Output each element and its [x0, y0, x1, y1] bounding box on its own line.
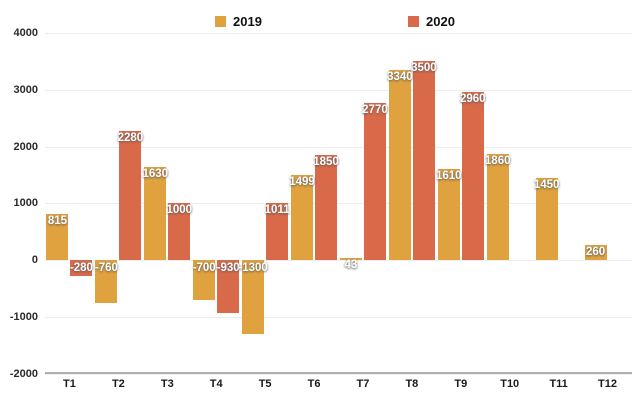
x-axis-label-T5: T5 [258, 378, 272, 390]
value-label-2019-T11: 1450 [533, 178, 560, 191]
bar-2020-T9 [461, 92, 484, 260]
legend-swatch-2020-icon [408, 16, 419, 27]
x-axis-label-T3: T3 [160, 378, 174, 390]
value-label-2019-T3: 1630 [142, 168, 169, 181]
y-tick-label: -1000 [9, 310, 38, 323]
x-axis-label-T7: T7 [356, 378, 370, 390]
bar-2020-T5 [266, 202, 289, 260]
value-label-2020-T4: -930 [216, 262, 240, 274]
gridline [45, 316, 632, 318]
x-axis-label-T2: T2 [111, 378, 125, 390]
value-label-2020-T5: 1011 [264, 203, 290, 216]
bar-2019-T7 [339, 257, 362, 260]
legend-swatch-2019-icon [215, 16, 226, 27]
value-label-2020-T3: 1000 [166, 204, 193, 217]
bar-2020-T8 [412, 61, 435, 260]
bar-2020-T2 [119, 130, 142, 260]
y-tick-label: 0 [31, 254, 38, 266]
bar-2019-T2 [95, 260, 118, 304]
y-tick-label: 1000 [13, 197, 38, 210]
bar-2019-T3 [144, 167, 167, 260]
value-label-2020-T6: 1850 [313, 156, 339, 168]
bar-2020-T1 [70, 260, 93, 276]
bar-2019-T9 [437, 168, 460, 260]
x-axis-label-T4: T4 [209, 378, 223, 390]
value-label-2019-T6: 1499 [289, 175, 315, 188]
gridline [45, 146, 632, 148]
y-tick-label: 4000 [13, 27, 38, 39]
value-label-2019-T4: -700 [192, 262, 216, 274]
value-label-2019-T12: 260 [585, 246, 606, 259]
x-axis-label-T1: T1 [63, 378, 76, 390]
value-label-2019-T9: 1610 [435, 169, 462, 182]
legend-label-2019: 2019 [233, 14, 262, 29]
value-label-2019-T7: 43 [344, 258, 358, 271]
value-label-2019-T2: -760 [94, 262, 118, 274]
bar-2019-T1 [46, 213, 69, 260]
legend-label-2020: 2020 [426, 14, 455, 29]
x-axis-label-T11: T11 [549, 378, 568, 390]
bar-2020-T3 [168, 203, 191, 260]
bar-2019-T5 [242, 260, 265, 334]
x-axis-label-T10: T10 [500, 378, 520, 390]
gridline [45, 260, 632, 261]
x-axis-label-T8: T8 [405, 378, 419, 390]
x-axis-label-T6: T6 [307, 378, 321, 390]
legend-item-2020: 2020 [408, 14, 455, 29]
gridline [45, 33, 632, 34]
bar-2019-T11 [535, 177, 558, 260]
y-tick-label: 3000 [13, 83, 38, 96]
bar-2020-T4 [217, 260, 240, 313]
x-axis-label-T12: T12 [598, 378, 618, 390]
bar-2020-T6 [315, 155, 338, 260]
value-label-2020-T7: 2770 [362, 103, 388, 116]
y-tick-label: 2000 [13, 140, 38, 153]
bar-2019-T4 [193, 260, 216, 300]
value-label-2020-T2: 2280 [117, 131, 144, 144]
value-label-2019-T8: 3340 [387, 71, 413, 84]
value-label-2019-T10: 1860 [484, 155, 511, 168]
bar-2019-T12 [584, 245, 607, 260]
legend-item-2019: 2019 [215, 14, 262, 29]
x-axis-line [45, 372, 632, 374]
bar-2019-T6 [291, 174, 314, 260]
value-label-2020-T8: 3500 [411, 62, 437, 75]
gridline [45, 203, 632, 205]
value-label-2019-T5: -1300 [238, 262, 268, 274]
bar-2020-T7 [363, 102, 386, 260]
bar-2019-T10 [486, 154, 509, 260]
value-label-2019-T1: 815 [47, 214, 68, 227]
value-label-2020-T9: 2960 [459, 93, 486, 106]
value-label-2020-T1: -280 [69, 262, 93, 274]
y-tick-label: -2000 [9, 367, 38, 380]
gridline [45, 373, 632, 375]
gridline [45, 89, 632, 91]
bar-2019-T8 [388, 70, 411, 260]
x-axis-label-T9: T9 [454, 378, 468, 390]
